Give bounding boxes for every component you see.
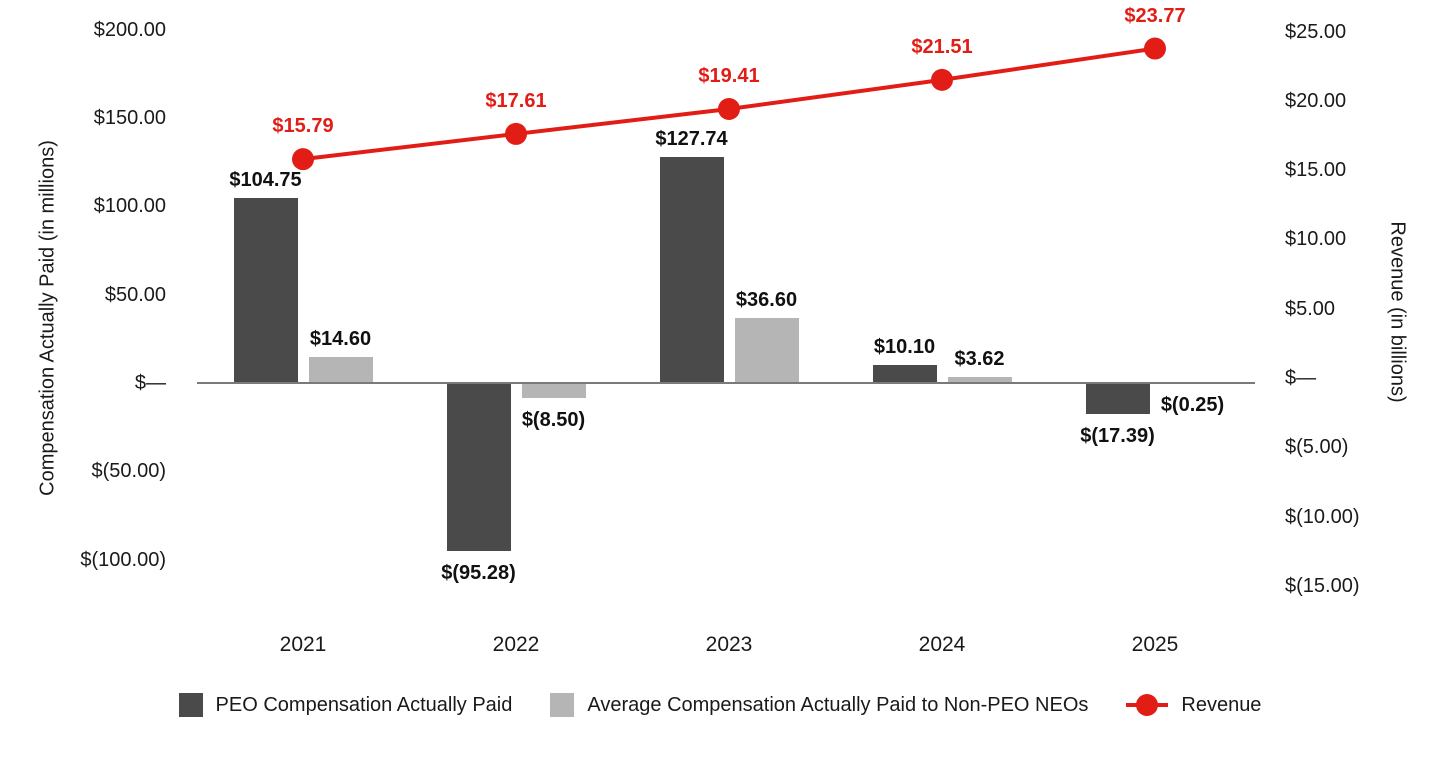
right-axis-tick: $25.00: [1285, 20, 1347, 43]
non-peo-bar-2024: [947, 376, 1012, 383]
revenue-label-2024: $21.51: [911, 35, 973, 58]
non-peo-legend-swatch-icon: [550, 693, 575, 717]
left-axis-tick: $100.00: [93, 195, 166, 218]
revenue-label-2023: $19.41: [698, 64, 760, 87]
year-label-2025: 2025: [1131, 633, 1179, 656]
left-axis-tick: $200.00: [93, 18, 166, 41]
revenue-label-2025: $23.77: [1124, 4, 1186, 27]
right-axis-tick: $(10.00): [1285, 505, 1360, 528]
peo-bar-2025: [1085, 383, 1150, 414]
revenue-legend-dot: [1136, 694, 1159, 716]
legend-item-revenue: Revenue: [1126, 692, 1261, 718]
revenue-point-2025: [1144, 37, 1166, 60]
legend-label: PEO Compensation Actually Paid: [215, 694, 513, 716]
non-peo-bar-2023: [734, 318, 799, 383]
revenue-point-2023: [718, 97, 740, 120]
peo-bar-label-2023: $127.74: [655, 128, 728, 151]
year-label-2023: 2023: [705, 633, 753, 656]
peo-bar-label-2024: $10.10: [873, 336, 936, 359]
peo-bar-label-2025: $(17.39): [1080, 424, 1155, 447]
left-axis-tick: $150.00: [93, 107, 166, 130]
peo-bar-2021: [233, 198, 298, 383]
non-peo-bar-label-2022: $(8.50): [521, 409, 586, 431]
left-axis-tick: $(100.00): [80, 548, 166, 571]
year-label-2024: 2024: [918, 633, 966, 656]
year-label-2022: 2022: [492, 633, 540, 656]
left-axis-tick: $—: [134, 372, 166, 394]
left-axis-tick: $50.00: [104, 283, 166, 306]
non-peo-bar-2022: [521, 383, 586, 398]
right-axis-tick: $(15.00): [1285, 574, 1360, 597]
peo-bar-2022: [446, 383, 511, 552]
peo-legend-swatch-icon: [178, 693, 203, 717]
right-axis-tick: $20.00: [1285, 89, 1347, 112]
year-label-2021: 2021: [279, 633, 327, 656]
legend-label: Revenue: [1181, 694, 1262, 716]
left-axis-tick: $(50.00): [91, 460, 167, 483]
non-peo-bar-label-2023: $36.60: [735, 289, 798, 312]
revenue-legend-line-dot-icon: [1126, 693, 1169, 717]
right-axis-tick: $5.00: [1285, 297, 1336, 320]
right-axis-tick: $15.00: [1285, 159, 1347, 182]
revenue-label-2022: $17.61: [485, 89, 547, 112]
revenue-label-2021: $15.79: [272, 115, 334, 138]
chart-legend: PEO Compensation Actually Paid Average Co…: [0, 692, 1440, 718]
legend-item-non-peo: Average Compensation Actually Paid to No…: [550, 692, 1088, 718]
non-peo-bar-label-2021: $14.60: [309, 328, 372, 351]
revenue-point-2024: [931, 68, 953, 91]
non-peo-bar-label-2025: $(0.25): [1160, 394, 1225, 417]
revenue-point-2022: [505, 122, 527, 145]
legend-item-peo: PEO Compensation Actually Paid: [178, 692, 513, 718]
legend-label: Average Compensation Actually Paid to No…: [587, 694, 1089, 716]
peo-bar-label-2021: $104.75: [229, 169, 302, 191]
non-peo-bar-2021: [308, 357, 373, 383]
right-axis-tick: $(5.00): [1285, 436, 1349, 459]
right-axis-tick: $10.00: [1285, 228, 1347, 251]
right-axis-tick: $—: [1285, 367, 1317, 389]
peo-bar-2023: [659, 157, 724, 383]
peo-bar-2024: [872, 365, 937, 383]
peo-bar-label-2022: $(95.28): [441, 562, 516, 585]
revenue-point-2021: [292, 148, 314, 171]
non-peo-bar-label-2024: $3.62: [954, 347, 1005, 370]
zero-baseline: [197, 382, 1255, 384]
